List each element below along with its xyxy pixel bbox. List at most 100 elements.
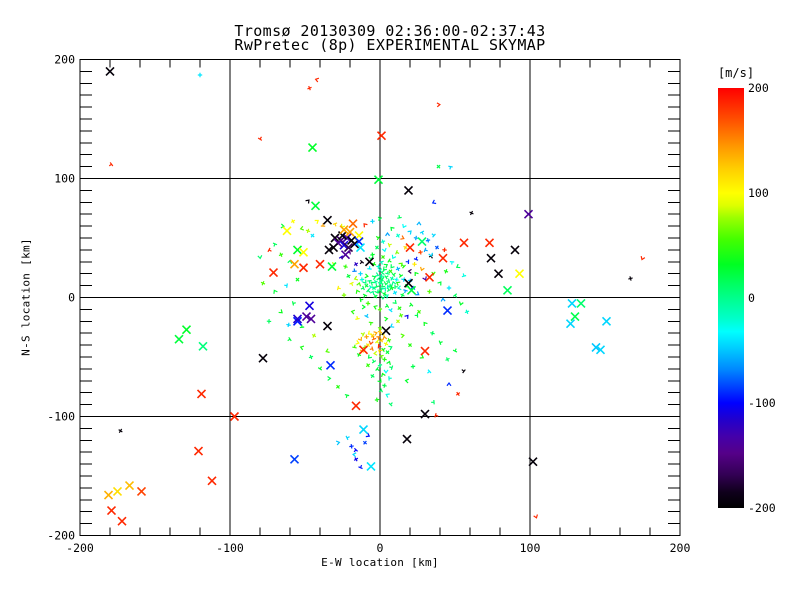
data-point-x bbox=[358, 425, 369, 435]
data-point-small bbox=[403, 245, 408, 250]
data-point-small bbox=[452, 293, 458, 298]
data-point-small bbox=[353, 275, 359, 281]
data-point-small bbox=[370, 373, 375, 379]
plot-frame bbox=[79, 59, 681, 536]
data-point-small bbox=[404, 314, 409, 319]
data-point-x bbox=[486, 253, 496, 263]
data-point-small bbox=[308, 354, 314, 360]
data-point-x bbox=[198, 341, 208, 351]
data-point-x bbox=[328, 242, 339, 253]
y-tick-label: 0 bbox=[68, 291, 75, 305]
data-point-small bbox=[398, 273, 404, 278]
data-point-small bbox=[423, 321, 428, 327]
data-point-small bbox=[368, 340, 374, 346]
data-point-small bbox=[380, 295, 386, 300]
grid-lines bbox=[80, 59, 680, 536]
data-point-x bbox=[403, 278, 414, 288]
data-point-small bbox=[442, 247, 447, 253]
data-point-small bbox=[389, 323, 395, 328]
data-point-small bbox=[344, 393, 350, 398]
data-point-small bbox=[394, 277, 399, 282]
data-point-x bbox=[181, 325, 192, 335]
data-point-small bbox=[419, 266, 425, 272]
data-point-x bbox=[381, 326, 391, 336]
data-point-small bbox=[405, 259, 410, 265]
data-point-small bbox=[260, 280, 266, 286]
data-point-x bbox=[106, 505, 117, 516]
data-point-x bbox=[124, 480, 135, 491]
data-point-small bbox=[461, 369, 466, 374]
data-point-small bbox=[386, 278, 391, 284]
data-point-small bbox=[381, 247, 387, 253]
x-tick-label: -100 bbox=[216, 541, 244, 555]
data-point-small bbox=[410, 364, 416, 369]
data-point-small bbox=[416, 221, 422, 226]
plot-border bbox=[79, 59, 681, 536]
data-point-small bbox=[469, 210, 474, 216]
data-point-small bbox=[364, 283, 369, 288]
data-point-small bbox=[390, 226, 395, 231]
data-point-small bbox=[371, 336, 377, 341]
data-point-small bbox=[320, 223, 326, 227]
data-point-x bbox=[292, 314, 303, 324]
colorbar-tick-label: -100 bbox=[748, 396, 776, 410]
colorbar-tick-label: 200 bbox=[748, 81, 769, 95]
data-point-small bbox=[332, 222, 338, 227]
data-point-x bbox=[591, 342, 601, 353]
data-point-small bbox=[373, 305, 378, 310]
data-point-small bbox=[299, 345, 305, 351]
data-point-x bbox=[565, 319, 576, 329]
data-point-x bbox=[601, 316, 612, 326]
data-point-small bbox=[461, 273, 467, 278]
data-point-small bbox=[365, 432, 371, 438]
data-point-small bbox=[383, 281, 389, 286]
data-point-x bbox=[268, 267, 279, 278]
data-point-small bbox=[305, 199, 310, 204]
data-point-x bbox=[117, 516, 127, 526]
data-point-x bbox=[459, 238, 469, 248]
data-point-small bbox=[377, 326, 383, 331]
data-point-small bbox=[307, 85, 312, 91]
data-point-small bbox=[197, 72, 203, 78]
data-point-small bbox=[287, 336, 292, 342]
data-point-small bbox=[355, 340, 360, 345]
data-point-small bbox=[364, 273, 369, 279]
data-point-small bbox=[640, 256, 646, 261]
data-point-small bbox=[388, 376, 392, 381]
data-point-small bbox=[376, 264, 381, 269]
data-point-small bbox=[415, 291, 420, 296]
data-point-small bbox=[380, 239, 386, 244]
data-point-x bbox=[196, 389, 207, 399]
data-point-small bbox=[389, 365, 394, 370]
y-tick-label: 200 bbox=[54, 53, 75, 67]
data-point-small bbox=[299, 225, 305, 231]
data-point-small bbox=[407, 230, 412, 235]
data-point-small bbox=[430, 330, 435, 336]
data-point-small bbox=[376, 276, 381, 282]
data-point-x bbox=[298, 247, 309, 257]
data-point-small bbox=[388, 345, 393, 351]
data-point-small bbox=[362, 279, 367, 284]
chart-subtitle: RwPretec (8p) EXPERIMENTAL SKYMAP bbox=[234, 36, 546, 54]
data-point-small bbox=[352, 268, 357, 273]
data-point-small bbox=[370, 281, 375, 286]
data-point-small bbox=[401, 277, 406, 282]
data-point-small bbox=[291, 301, 296, 306]
data-point-small bbox=[377, 289, 383, 294]
data-point-small bbox=[425, 238, 431, 243]
data-point-small bbox=[383, 341, 389, 347]
data-point-small bbox=[335, 440, 341, 446]
x-tick-label: 0 bbox=[377, 541, 384, 555]
data-point-small bbox=[419, 230, 425, 235]
data-point-small bbox=[355, 316, 360, 320]
data-point-small bbox=[355, 289, 361, 294]
data-point-small bbox=[358, 271, 363, 276]
data-point-small bbox=[431, 199, 437, 205]
data-point-small bbox=[449, 261, 455, 265]
data-point-x bbox=[567, 298, 577, 309]
data-point-small bbox=[440, 297, 446, 302]
data-point-x bbox=[403, 185, 414, 195]
data-point-small bbox=[391, 280, 397, 286]
tick-labels: -200 -100 0 100 200 -200 -100 0 100 200 bbox=[47, 53, 690, 556]
data-point-small bbox=[311, 333, 317, 338]
